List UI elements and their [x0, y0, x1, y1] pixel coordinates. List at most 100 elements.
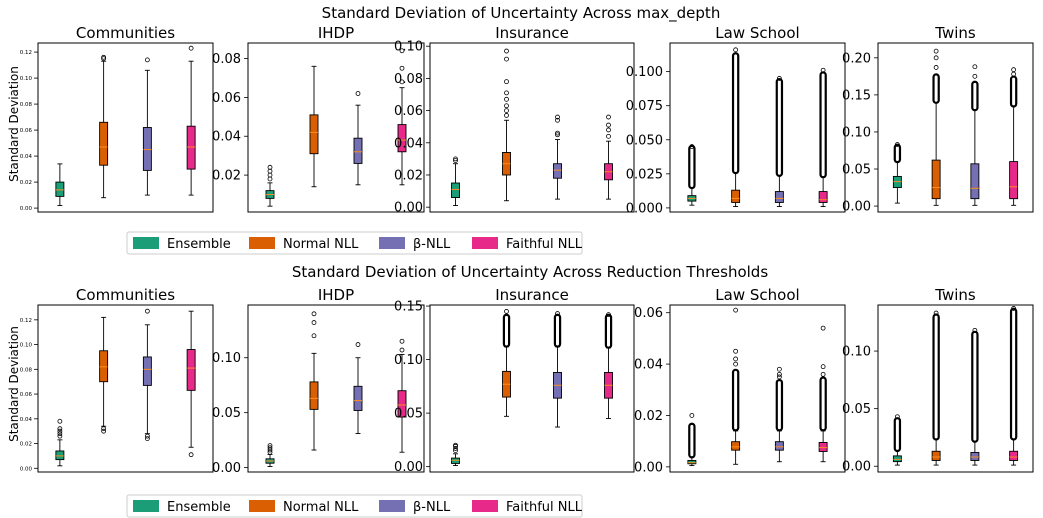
box-iqr	[1009, 450, 1019, 461]
box-iqr	[451, 457, 460, 464]
outlier-point	[453, 156, 458, 162]
dense-outlier-band	[893, 417, 902, 453]
row-title-max-depth: Standard Deviation of Uncertainty Across…	[322, 4, 721, 23]
y-tick-label: 0.000	[626, 201, 663, 216]
outlier-point	[972, 327, 978, 333]
y-tick-label: 0.10	[842, 125, 871, 140]
outlier-point	[57, 426, 63, 432]
outlier-point	[311, 333, 317, 339]
outlier-point	[894, 414, 900, 420]
outlier-point	[776, 371, 782, 377]
y-tick-label: 0.00	[634, 460, 663, 475]
legend-frame	[126, 494, 583, 518]
outlier-point	[504, 79, 509, 85]
outlier-point	[776, 374, 782, 380]
y-tick-label: 0.06	[212, 91, 241, 106]
outlier-point	[555, 130, 560, 136]
outlier-point	[267, 443, 273, 449]
outlier-point	[267, 168, 273, 174]
box--nll	[553, 114, 562, 200]
y-tick-label: 0.00	[20, 206, 33, 212]
y-tick-label: 0.06	[394, 104, 423, 119]
outlier-point	[267, 176, 273, 182]
box-ensemble	[687, 413, 697, 467]
y-tick-label: 0.02	[20, 442, 32, 448]
outlier-point	[101, 54, 107, 60]
box-iqr	[353, 137, 363, 164]
dense-outlier-band	[688, 422, 696, 459]
subplot-1-0: Communities 0.00 0.02 0.04 0.06 0.08 0.10 0.12	[20, 286, 214, 473]
outlier-point	[894, 142, 900, 147]
outlier-point	[267, 172, 273, 178]
box-iqr	[55, 450, 65, 461]
y-tick-label: 0.02	[212, 169, 241, 184]
y-tick-label: 0.06	[20, 392, 33, 398]
box-faithful-nll	[397, 338, 407, 453]
y-tick-label: 0.00	[842, 460, 871, 475]
box-iqr	[731, 441, 741, 451]
box-iqr	[818, 191, 828, 203]
box-faithful-nll	[818, 67, 828, 207]
box-faithful-nll	[397, 48, 407, 186]
y-tick-label: 0.10	[394, 353, 423, 368]
outlier-point	[504, 56, 509, 62]
subplot-title: Twins	[934, 286, 976, 304]
dense-outlier-band	[1009, 307, 1018, 441]
box-normal-nll	[309, 65, 319, 188]
axes-frame	[247, 42, 425, 213]
box--nll	[774, 76, 784, 207]
outlier-point	[188, 452, 194, 458]
outlier-point	[933, 55, 939, 61]
box-iqr	[731, 189, 741, 203]
subplot-0-1: IHDP 0.02 0.04 0.06 0.08	[212, 24, 425, 213]
outlier-point	[606, 114, 611, 120]
outlier-point	[144, 57, 150, 63]
outlier-point	[555, 117, 560, 123]
outlier-point	[57, 418, 63, 424]
outlier-point	[733, 356, 739, 362]
outlier-point	[504, 48, 509, 54]
box--nll	[774, 366, 784, 463]
box--nll	[970, 327, 980, 466]
outlier-point	[606, 127, 611, 133]
y-tick-label: 0.075	[626, 99, 663, 114]
outlier-point	[606, 312, 611, 318]
box-faithful-nll	[1009, 67, 1019, 206]
box-iqr	[142, 356, 152, 386]
y-tick-label: 0.10	[394, 40, 423, 55]
outlier-point	[57, 433, 63, 439]
outlier-point	[820, 67, 826, 73]
legend-label-faithful-nll: Faithful NLL	[506, 237, 583, 252]
subplot-title: IHDP	[318, 286, 354, 304]
outlier-point	[555, 132, 560, 138]
y-tick-label: 0.00	[20, 466, 33, 472]
y-tick-label: 0.08	[394, 72, 423, 87]
legend-label-normal-nll: Normal NLL	[283, 237, 359, 252]
subplot-title: Insurance	[495, 286, 569, 304]
legend-top: Ensemble Normal NLL β-NLL Faithful NLL	[126, 231, 583, 255]
outlier-point	[57, 431, 63, 437]
box-iqr	[1009, 161, 1019, 200]
outlier-point	[972, 64, 978, 70]
y-tick-label: 0.08	[212, 52, 241, 67]
box-iqr	[931, 450, 941, 461]
outlier-point	[555, 311, 560, 316]
outlier-point	[933, 48, 939, 54]
outlier-point	[776, 76, 782, 81]
outlier-point	[733, 361, 739, 367]
y-tick-label: 0.10	[20, 343, 33, 349]
outlier-point	[311, 311, 317, 317]
y-tick-label: 0.100	[626, 65, 663, 80]
outlier-point	[689, 144, 695, 149]
box-ensemble	[265, 164, 275, 207]
y-tick-label: 0.00	[842, 200, 871, 215]
box-faithful-nll	[186, 310, 196, 458]
y-tick-label: 0.04	[20, 417, 33, 423]
box--nll	[142, 57, 152, 196]
y-tick-label: 0.02	[394, 168, 423, 183]
y-tick-label: 0.05	[842, 402, 871, 417]
subplot-title: Communities	[76, 24, 175, 42]
box-normal-nll	[931, 48, 941, 206]
outlier-point	[933, 65, 939, 70]
legend-swatch-normal-nll	[249, 500, 275, 512]
